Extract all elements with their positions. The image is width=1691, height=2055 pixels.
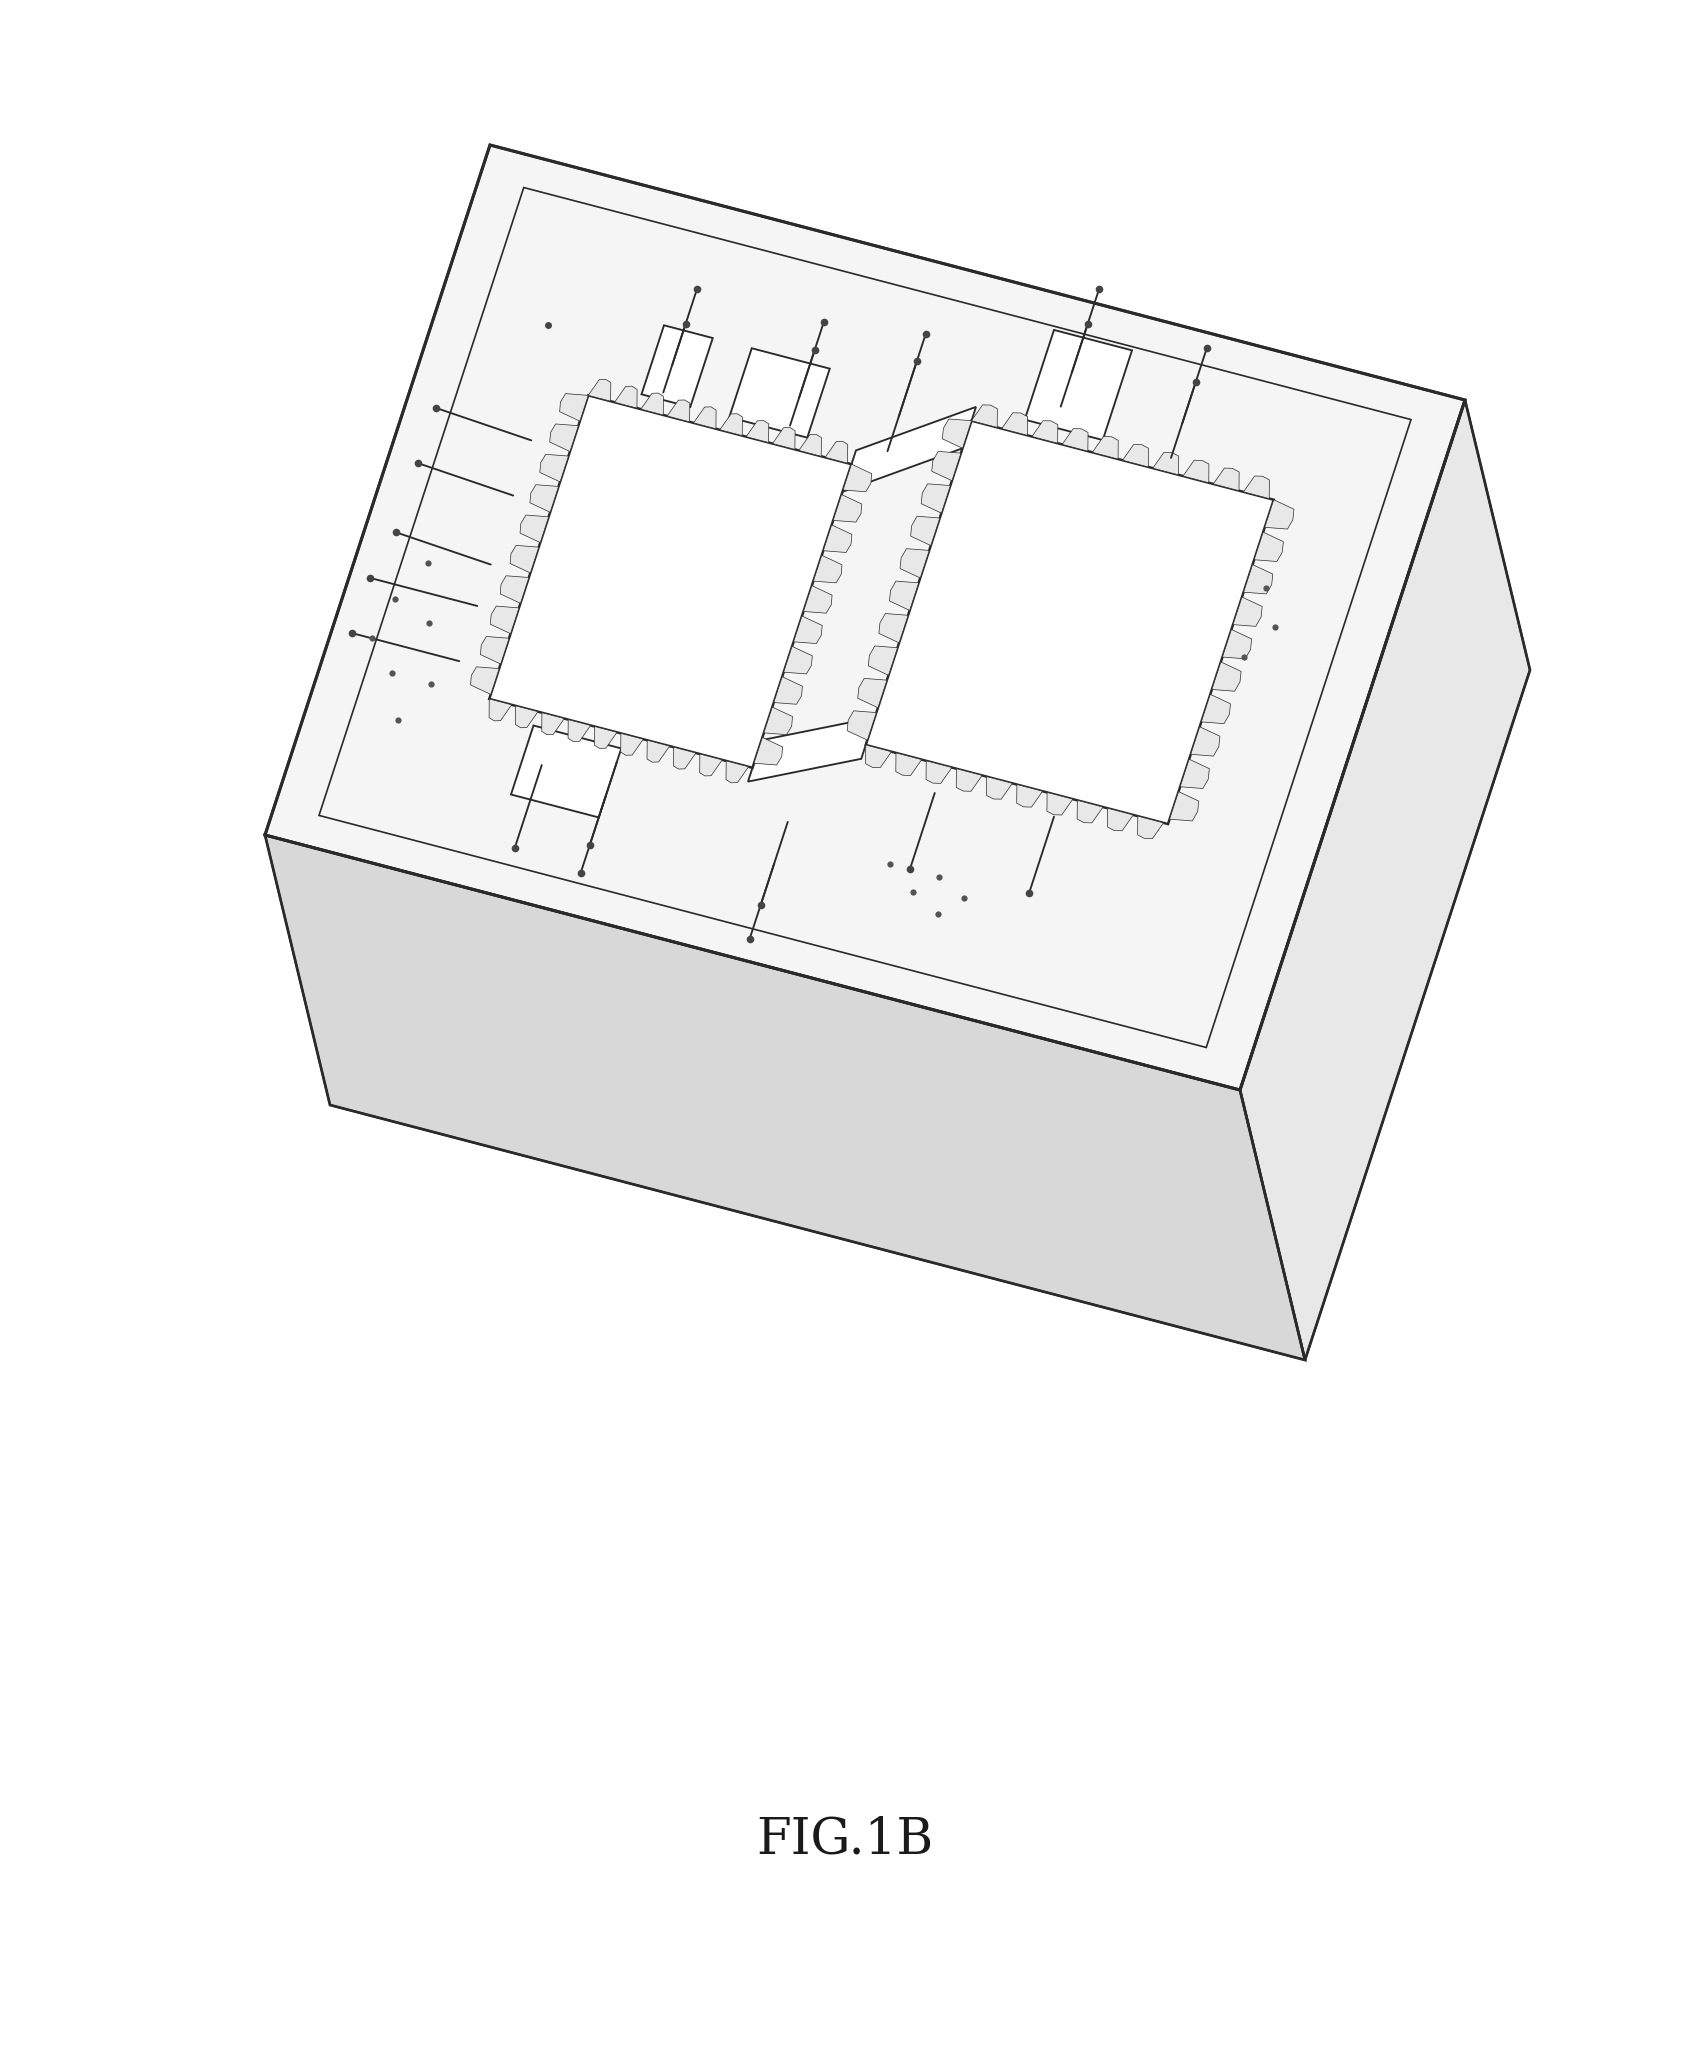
Polygon shape — [900, 549, 928, 577]
Polygon shape — [746, 421, 769, 442]
Polygon shape — [747, 717, 874, 781]
Polygon shape — [648, 740, 670, 762]
Polygon shape — [896, 752, 922, 775]
Polygon shape — [844, 464, 871, 491]
Polygon shape — [560, 395, 588, 421]
Polygon shape — [501, 575, 529, 604]
Polygon shape — [1138, 816, 1163, 838]
Polygon shape — [922, 483, 950, 514]
Polygon shape — [1092, 436, 1118, 458]
Polygon shape — [1123, 444, 1148, 466]
Polygon shape — [693, 407, 715, 429]
Polygon shape — [614, 386, 638, 409]
Polygon shape — [754, 738, 783, 764]
Polygon shape — [490, 606, 519, 633]
Polygon shape — [1016, 785, 1043, 808]
Polygon shape — [774, 676, 803, 705]
Polygon shape — [1214, 469, 1240, 491]
Polygon shape — [867, 645, 898, 676]
Polygon shape — [793, 616, 822, 643]
Polygon shape — [529, 485, 558, 512]
Polygon shape — [1243, 565, 1273, 594]
Polygon shape — [986, 777, 1013, 799]
Text: FIG.1B: FIG.1B — [756, 1815, 933, 1864]
Polygon shape — [489, 699, 512, 721]
Polygon shape — [847, 711, 876, 740]
Polygon shape — [972, 405, 998, 427]
Polygon shape — [927, 760, 952, 783]
Polygon shape — [955, 769, 982, 791]
Polygon shape — [550, 423, 578, 452]
Polygon shape — [568, 719, 590, 742]
Polygon shape — [265, 834, 1305, 1360]
Polygon shape — [910, 516, 940, 545]
Polygon shape — [521, 516, 548, 543]
Polygon shape — [621, 734, 643, 756]
Polygon shape — [834, 495, 862, 522]
Polygon shape — [842, 407, 976, 491]
Polygon shape — [1062, 429, 1087, 452]
Polygon shape — [1240, 401, 1530, 1360]
Polygon shape — [588, 380, 610, 401]
Polygon shape — [1184, 460, 1209, 483]
Polygon shape — [1180, 758, 1209, 789]
Polygon shape — [1233, 598, 1261, 627]
Polygon shape — [541, 713, 565, 734]
Polygon shape — [720, 413, 742, 436]
Polygon shape — [641, 393, 663, 415]
Polygon shape — [673, 748, 697, 769]
Polygon shape — [798, 434, 822, 456]
Polygon shape — [641, 325, 712, 407]
Polygon shape — [1170, 791, 1199, 820]
Polygon shape — [942, 419, 972, 448]
Polygon shape — [539, 454, 568, 481]
Polygon shape — [857, 678, 886, 707]
Polygon shape — [594, 727, 617, 748]
Polygon shape — [729, 347, 830, 438]
Polygon shape — [866, 421, 1273, 824]
Polygon shape — [1201, 695, 1231, 723]
Polygon shape — [1190, 727, 1219, 756]
Polygon shape — [889, 582, 918, 610]
Polygon shape — [764, 707, 793, 734]
Polygon shape — [773, 427, 795, 450]
Polygon shape — [1255, 532, 1283, 561]
Polygon shape — [725, 760, 749, 783]
Polygon shape — [1223, 629, 1251, 660]
Polygon shape — [470, 666, 499, 695]
Polygon shape — [511, 725, 621, 818]
Polygon shape — [932, 452, 960, 481]
Polygon shape — [516, 705, 538, 727]
Polygon shape — [825, 442, 847, 462]
Polygon shape — [1032, 421, 1059, 444]
Polygon shape — [480, 637, 509, 664]
Polygon shape — [1265, 499, 1294, 528]
Polygon shape — [265, 146, 1464, 1089]
Polygon shape — [1243, 477, 1270, 499]
Polygon shape — [1153, 452, 1179, 475]
Polygon shape — [866, 746, 891, 767]
Polygon shape — [824, 524, 852, 553]
Polygon shape — [700, 754, 722, 777]
Polygon shape — [489, 395, 852, 769]
Polygon shape — [813, 555, 842, 584]
Polygon shape — [1047, 793, 1072, 816]
Polygon shape — [1108, 808, 1133, 830]
Polygon shape — [879, 614, 908, 643]
Polygon shape — [1212, 662, 1241, 690]
Polygon shape — [803, 586, 832, 612]
Polygon shape — [1001, 413, 1028, 436]
Polygon shape — [783, 647, 812, 674]
Polygon shape — [1077, 799, 1103, 822]
Polygon shape — [668, 401, 690, 421]
Polygon shape — [1025, 331, 1131, 440]
Polygon shape — [511, 545, 539, 573]
